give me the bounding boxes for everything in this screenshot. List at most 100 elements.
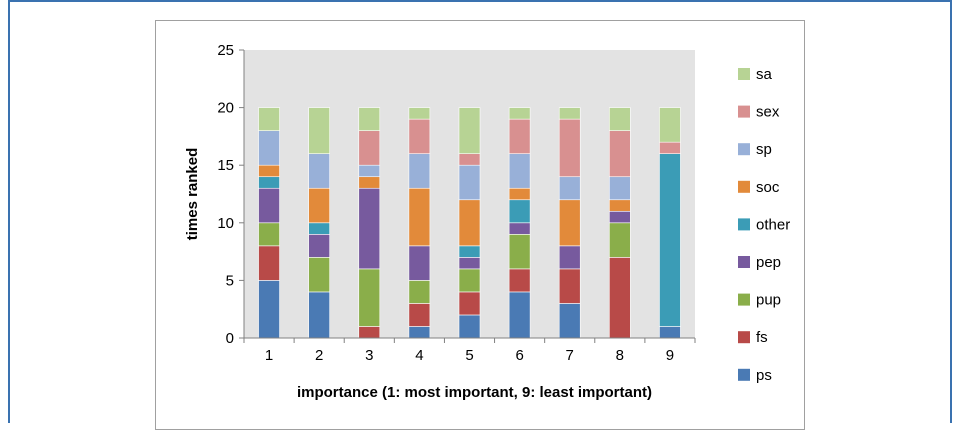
bar-segment-sex-5 <box>458 153 481 166</box>
bar-segment-sex-3 <box>358 130 381 166</box>
y-tick-label: 10 <box>217 215 234 232</box>
legend-swatch-other <box>738 218 750 231</box>
y-ticks-group: 0 5 10 15 20 25 <box>217 42 244 347</box>
bar-segment-sa-2 <box>308 107 330 154</box>
bar-segment-sp-5 <box>458 164 481 201</box>
bar-segment-pup-8 <box>609 222 631 258</box>
bar-segment-pep-3 <box>358 187 381 270</box>
bar-segment-sp-8 <box>609 176 631 201</box>
bar-segment-fs-6 <box>508 268 531 293</box>
x-tick-label: 2 <box>315 347 323 364</box>
bar-segment-fs-8 <box>609 257 631 339</box>
bar-segment-pup-3 <box>358 268 381 327</box>
bar-segment-ps-9 <box>659 326 681 339</box>
legend-swatch-pep <box>738 256 750 268</box>
bar-segment-sp-3 <box>358 164 381 178</box>
legend-label-fs: fs <box>756 329 768 346</box>
bar-segment-ps-2 <box>308 291 330 339</box>
y-tick-label: 5 <box>226 272 234 289</box>
bar-segment-ps-5 <box>458 314 481 339</box>
bar-segment-pep-6 <box>508 222 531 235</box>
bar-segment-sex-7 <box>558 118 581 178</box>
legend-label-soc: soc <box>756 179 780 196</box>
bar-segment-sa-5 <box>458 107 481 154</box>
bar-segment-other-5 <box>458 245 481 258</box>
bar-segment-soc-1 <box>258 164 280 178</box>
y-tick-label: 15 <box>217 157 234 174</box>
bar-segment-fs-3 <box>358 326 381 339</box>
bar-segment-sa-8 <box>609 107 631 131</box>
x-tick-label: 1 <box>265 347 273 364</box>
x-tick-label: 9 <box>666 347 674 364</box>
bars-group <box>258 107 681 339</box>
bar-segment-sp-2 <box>308 153 330 189</box>
legend-label-sex: sex <box>756 104 780 121</box>
bar-segment-soc-7 <box>558 199 581 247</box>
bar-segment-sp-1 <box>258 130 280 166</box>
bar-segment-soc-5 <box>458 199 481 247</box>
legend-label-sp: sp <box>756 141 772 158</box>
bar-segment-other-9 <box>659 153 681 327</box>
bar-segment-pup-5 <box>458 268 481 293</box>
legend-swatch-fs <box>738 331 750 344</box>
legend-label-sa: sa <box>756 66 773 83</box>
bar-segment-sp-6 <box>508 153 531 189</box>
legend: sa sex sp soc other pep pup fs ps <box>738 66 790 384</box>
legend-label-ps: ps <box>756 367 772 384</box>
bar-segment-sex-4 <box>408 118 431 154</box>
legend-label-pep: pep <box>756 254 781 271</box>
bar-segment-other-1 <box>258 176 280 189</box>
bar-segment-pup-4 <box>408 280 431 304</box>
bar-segment-pup-1 <box>258 222 280 247</box>
y-tick-label: 25 <box>217 42 234 59</box>
bar-segment-fs-1 <box>258 245 280 281</box>
bar-segment-pep-2 <box>308 234 330 258</box>
bar-segment-sa-7 <box>558 107 581 120</box>
bar-segment-pup-6 <box>508 234 531 270</box>
legend-swatch-sa <box>738 68 750 80</box>
x-ticks-group: 1 2 3 4 5 6 7 8 9 <box>243 338 696 364</box>
legend-swatch-soc <box>738 180 750 193</box>
bar-segment-sa-9 <box>659 107 681 143</box>
bar-segment-pup-2 <box>308 257 330 293</box>
x-tick-label: 4 <box>415 347 423 364</box>
bar-segment-pep-7 <box>558 245 581 270</box>
bar-segment-sex-8 <box>609 130 631 178</box>
legend-swatch-sp <box>738 143 750 156</box>
y-tick-label: 20 <box>217 100 234 117</box>
x-tick-label: 5 <box>465 347 473 364</box>
bar-segment-ps-1 <box>258 280 280 339</box>
bar-segment-sa-6 <box>508 107 531 120</box>
bar-segment-pep-1 <box>258 187 280 224</box>
bar-segment-sp-7 <box>558 176 581 201</box>
bar-segment-other-2 <box>308 222 330 235</box>
bar-segment-sp-4 <box>408 153 431 189</box>
legend-swatch-pup <box>738 293 750 306</box>
bar-segment-pep-5 <box>458 257 481 270</box>
x-tick-label: 7 <box>566 347 574 364</box>
bar-segment-soc-4 <box>408 187 431 247</box>
y-tick-label: 0 <box>226 330 234 347</box>
legend-label-pup: pup <box>756 292 781 309</box>
bar-segment-sa-3 <box>358 107 381 131</box>
legend-swatch-ps <box>738 368 750 381</box>
bar-segment-fs-7 <box>558 268 581 304</box>
legend-label-other: other <box>756 216 790 233</box>
x-tick-label: 3 <box>365 347 373 364</box>
x-axis-label: importance (1: most important, 9: least … <box>297 384 652 401</box>
bar-segment-fs-4 <box>408 303 431 327</box>
bar-segment-sex-9 <box>659 141 681 154</box>
bar-segment-soc-2 <box>308 187 330 224</box>
bar-segment-soc-8 <box>609 199 631 212</box>
bar-segment-sa-4 <box>408 107 431 120</box>
bar-segment-sa-1 <box>258 107 280 131</box>
bar-segment-pep-4 <box>408 245 431 281</box>
axes-group <box>243 50 695 339</box>
x-tick-label: 6 <box>515 347 523 364</box>
bar-segment-soc-6 <box>508 187 531 201</box>
bar-segment-other-6 <box>508 199 531 224</box>
legend-swatch-sex <box>738 105 750 118</box>
bar-segment-soc-3 <box>358 176 381 189</box>
y-axis-label: times ranked <box>184 148 201 241</box>
